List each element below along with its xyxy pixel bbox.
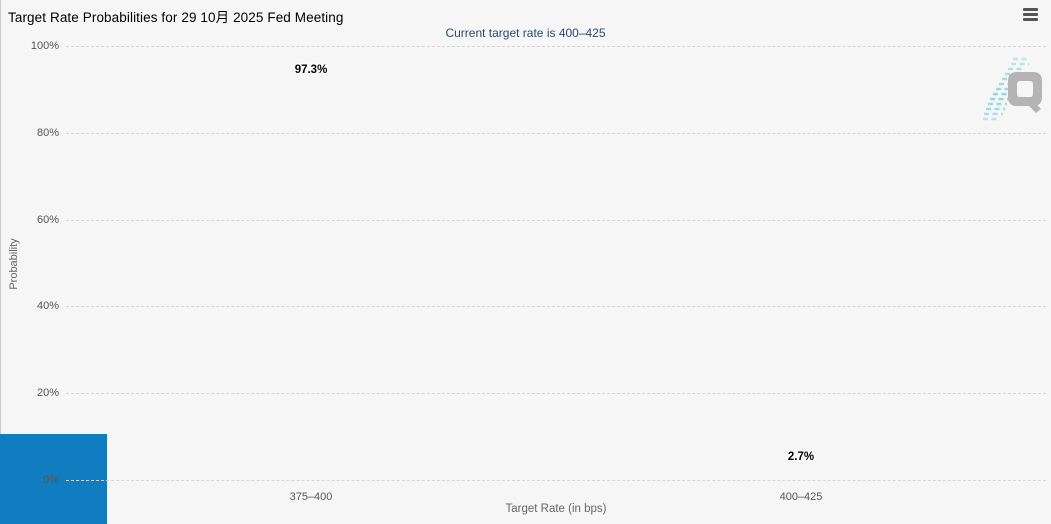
bar-value-label: 97.3% bbox=[294, 63, 328, 76]
gridline bbox=[66, 219, 1046, 221]
gridline bbox=[66, 132, 1046, 134]
page-title: Target Rate Probabilities for 29 10月 202… bbox=[8, 10, 344, 25]
y-tick-label: 60% bbox=[36, 213, 59, 226]
x-category-label: 375–400 bbox=[289, 491, 333, 503]
hamburger-bar bbox=[1023, 8, 1038, 11]
gridline bbox=[66, 393, 1046, 395]
y-tick-label: 40% bbox=[36, 300, 59, 313]
hamburger-bar bbox=[1023, 13, 1038, 16]
gridline bbox=[66, 46, 1046, 47]
probability-bar[interactable] bbox=[0, 434, 107, 524]
bar-value-label: 2.7% bbox=[787, 451, 815, 464]
y-tick-label: 80% bbox=[36, 126, 59, 139]
hamburger-bar bbox=[1023, 18, 1038, 21]
hamburger-icon[interactable] bbox=[1020, 4, 1044, 26]
x-category-label: 400–425 bbox=[779, 491, 823, 503]
y-axis-line bbox=[0, 0, 1, 434]
gridline bbox=[66, 480, 1046, 481]
y-tick-label: 20% bbox=[36, 387, 59, 400]
chart-subtitle: Current target rate is 400–425 bbox=[445, 26, 606, 40]
gridline bbox=[66, 306, 1046, 308]
y-tick-label: 100% bbox=[30, 40, 59, 52]
quikstrike-q-logo bbox=[983, 57, 1042, 121]
y-tick-label: 0% bbox=[43, 474, 59, 486]
x-axis-title: Target Rate (in bps) bbox=[505, 503, 607, 515]
